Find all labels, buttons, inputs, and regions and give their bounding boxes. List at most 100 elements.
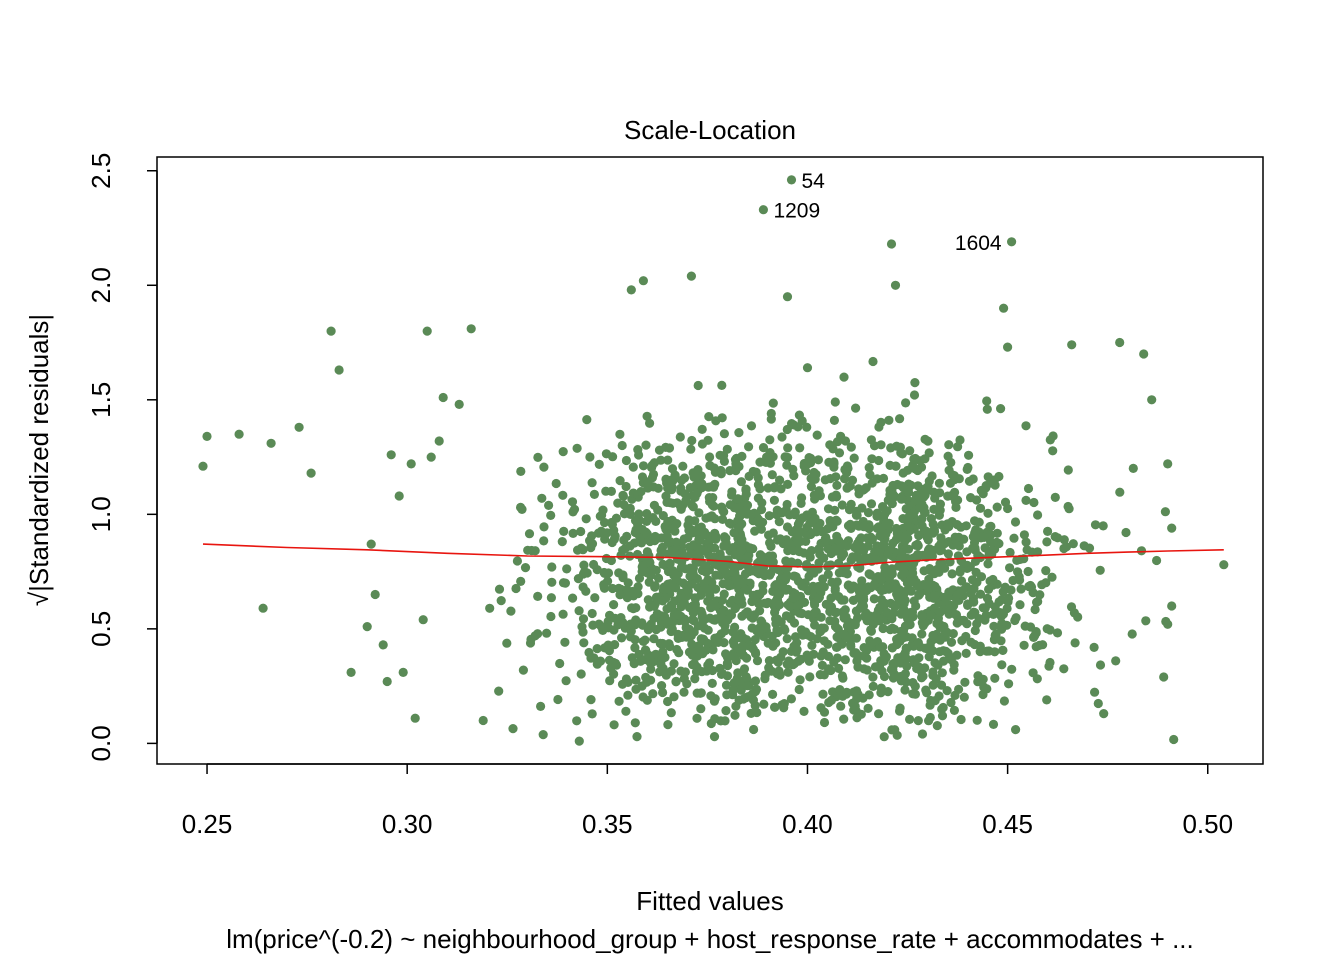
data-point <box>765 538 775 548</box>
data-point <box>533 591 543 602</box>
data-point <box>542 628 552 638</box>
data-point <box>645 602 655 612</box>
data-point <box>719 638 729 648</box>
data-point <box>666 708 676 718</box>
data-point <box>394 491 404 501</box>
data-point <box>751 649 761 659</box>
smooth-line <box>202 543 1224 568</box>
data-point <box>767 470 777 480</box>
data-point <box>710 467 721 477</box>
x-tick-label: 0.30 <box>382 809 433 839</box>
data-point <box>562 564 572 574</box>
data-point <box>694 508 704 518</box>
data-point <box>930 591 940 601</box>
data-point <box>836 701 846 711</box>
data-point <box>984 646 994 656</box>
data-point <box>809 649 819 659</box>
data-point <box>650 582 660 592</box>
data-point <box>744 471 754 481</box>
data-point <box>910 378 920 388</box>
data-point <box>815 627 825 637</box>
data-point <box>820 534 830 544</box>
data-point <box>792 601 802 611</box>
data-point <box>825 474 835 484</box>
data-point <box>496 596 506 606</box>
data-point <box>815 670 825 680</box>
data-point <box>728 685 738 695</box>
data-point <box>782 424 792 435</box>
data-point <box>615 476 625 486</box>
data-point <box>979 682 989 692</box>
data-point <box>891 523 902 534</box>
data-point <box>794 526 804 536</box>
data-point <box>755 550 765 560</box>
data-point <box>765 435 775 445</box>
data-point <box>879 732 889 742</box>
data-point <box>517 504 527 514</box>
data-point <box>937 711 948 721</box>
data-point <box>426 452 436 462</box>
data-point <box>928 680 938 690</box>
data-point <box>802 630 812 640</box>
data-point <box>738 641 748 651</box>
data-point <box>1219 560 1229 570</box>
data-point <box>615 429 625 439</box>
data-point <box>1004 679 1014 689</box>
data-point <box>982 404 992 414</box>
data-point <box>621 706 631 716</box>
data-point <box>829 462 839 472</box>
data-point <box>928 545 938 555</box>
data-point <box>742 653 752 663</box>
data-point <box>1090 687 1100 697</box>
data-point <box>996 404 1006 414</box>
data-point <box>928 667 938 677</box>
data-point <box>653 483 663 493</box>
data-point <box>1128 463 1138 473</box>
data-point <box>954 541 964 551</box>
data-point <box>805 672 815 682</box>
data-point <box>666 666 677 676</box>
smooth-line-layer <box>202 543 1224 568</box>
data-point <box>681 552 691 562</box>
data-point <box>978 674 988 684</box>
data-point <box>902 632 912 642</box>
data-point <box>932 721 942 731</box>
data-point <box>924 448 934 458</box>
data-point <box>816 703 826 713</box>
data-point <box>841 612 851 622</box>
data-point <box>768 528 778 538</box>
data-point <box>1095 565 1105 575</box>
data-point <box>579 638 589 648</box>
data-point <box>1028 588 1038 598</box>
data-point <box>999 696 1010 706</box>
data-point <box>813 455 824 465</box>
data-point <box>928 630 938 641</box>
data-point <box>958 585 968 596</box>
data-point <box>841 562 851 572</box>
data-point <box>710 543 720 553</box>
data-point <box>722 671 733 681</box>
y-tick-label: 1.5 <box>86 382 116 418</box>
data-point <box>621 481 631 492</box>
data-point <box>831 607 842 617</box>
data-point <box>669 692 679 702</box>
data-point <box>638 561 648 571</box>
data-point <box>874 709 884 719</box>
data-point <box>768 689 778 700</box>
data-point <box>930 581 940 592</box>
data-point <box>576 543 586 553</box>
data-point <box>596 526 606 536</box>
data-point <box>883 495 893 505</box>
data-point <box>990 673 1000 683</box>
data-point <box>494 686 504 696</box>
data-point <box>1050 492 1060 502</box>
data-point <box>690 674 700 684</box>
scatter-points <box>198 175 1229 746</box>
data-point <box>924 716 934 726</box>
data-point <box>1136 546 1147 556</box>
data-point <box>693 470 704 480</box>
data-point <box>966 610 976 620</box>
data-point <box>1068 539 1078 549</box>
data-point <box>823 664 834 674</box>
data-point <box>707 599 717 609</box>
